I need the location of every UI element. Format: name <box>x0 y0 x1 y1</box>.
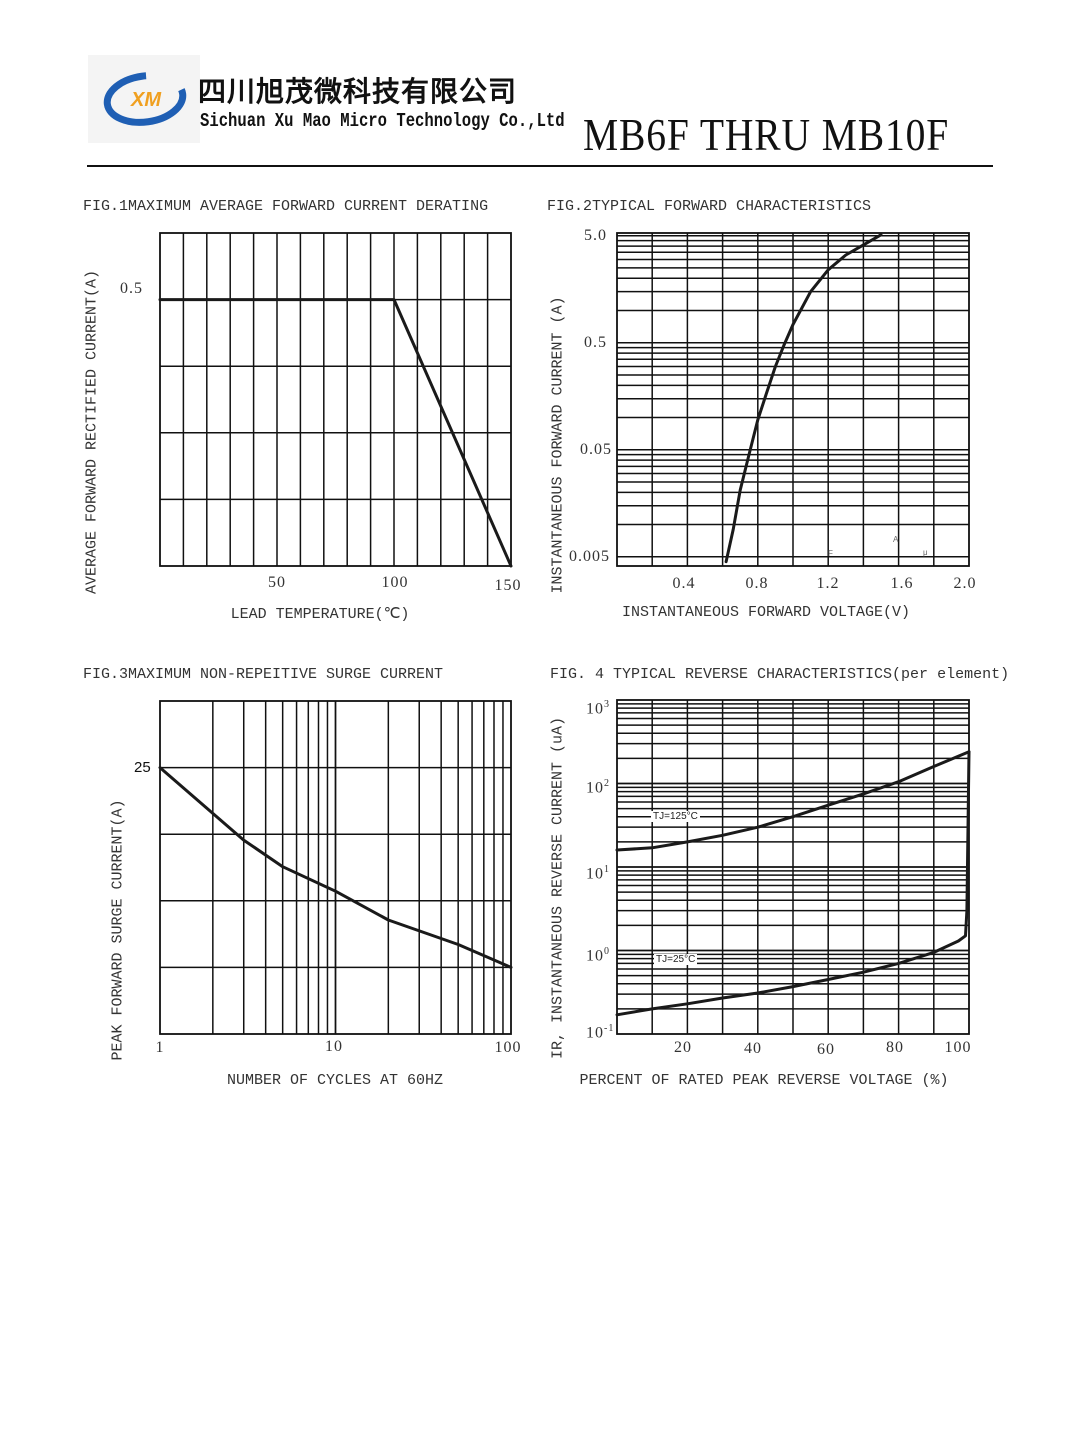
fig4-x-tick: 20 <box>674 1039 692 1056</box>
fig3-x-tick: 100 <box>494 1039 522 1056</box>
fig2-y-tick: 5.0 <box>584 227 607 244</box>
fig4-y-tick: 101 <box>586 864 610 883</box>
fig2-x-label: INSTANTANEOUS FORWARD VOLTAGE(V) <box>621 604 911 621</box>
fig1-series-line <box>158 298 513 568</box>
series-label-tj125: TJ=125°C <box>651 811 700 822</box>
fig2-x-tick: 1.2 <box>816 575 840 592</box>
fig3-y-label: PEAK FORWARD SURGE CURRENT(A) <box>109 799 127 1061</box>
fig4-series-line <box>615 750 971 852</box>
fig1-x-tick: 150 <box>494 577 522 594</box>
fig2-x-tick: 1.6 <box>890 575 914 592</box>
fig4-x-tick: 40 <box>744 1040 762 1057</box>
fig4-y-tick: 102 <box>586 778 610 797</box>
fig1-x-label: LEAD TEMPERATURE(℃) <box>230 606 410 623</box>
fig1-y-label: AVERAGE FORWARD RECTIFIED CURRENT(A) <box>83 269 101 595</box>
part-number-title: MB6F THRU MB10F <box>583 109 950 160</box>
fig2-plot-frame <box>616 232 970 567</box>
fig2-x-tick: 0.8 <box>745 575 769 592</box>
fig4-y-tick: 103 <box>586 699 610 718</box>
fig4-title: FIG. 4 TYPICAL REVERSE CHARACTERISTICS(p… <box>550 666 1010 683</box>
fig2-title: FIG.2TYPICAL FORWARD CHARACTERISTICS <box>547 198 872 215</box>
company-logo: XM <box>88 55 200 143</box>
fig1-title: FIG.1MAXIMUM AVERAGE FORWARD CURRENT DER… <box>83 198 489 215</box>
fig3-title: FIG.3MAXIMUM NON-REPEITIVE SURGE CURRENT <box>83 666 444 683</box>
fig3-series-line <box>158 766 513 969</box>
fig4-series-line <box>615 750 971 1017</box>
fig1-plot-frame <box>159 232 512 567</box>
fig4-plot-frame <box>616 699 970 1035</box>
fig4-x-tick: 60 <box>817 1041 835 1058</box>
fig2-y-tick: 0.005 <box>569 548 610 565</box>
company-name-english: Sichuan Xu Mao Micro Technology Co.,Ltd <box>200 110 565 132</box>
series-label-tj25: TJ=25°C <box>654 954 698 965</box>
fig3-y-tick: 25 <box>134 759 151 776</box>
fig1-x-tick: 50 <box>268 574 286 591</box>
logo-xm-text: XM <box>130 89 162 111</box>
fig4-y-label: IR, INSTANTANEOUS REVERSE CURRENT (uA) <box>549 716 567 1060</box>
fig2-x-tick: 2.0 <box>953 575 977 592</box>
fig1-x-tick: 100 <box>381 574 409 591</box>
fig2-stray-mark: A <box>893 535 899 544</box>
fig3-plot-frame <box>159 700 512 1035</box>
fig2-y-tick: 0.05 <box>580 441 612 458</box>
fig4-y-tick: 10-1 <box>586 1023 615 1042</box>
fig2-series-line <box>724 233 883 564</box>
fig2-stray-mark: F <box>828 549 833 558</box>
fig4-x-tick: 80 <box>886 1039 904 1056</box>
fig4-y-tick: 100 <box>586 946 610 965</box>
fig1-y-tick: 0.5 <box>120 280 143 297</box>
header-divider <box>87 165 993 167</box>
fig3-x-tick: 10 <box>325 1038 343 1055</box>
fig4-x-label: PERCENT OF RATED PEAK REVERSE VOLTAGE (%… <box>579 1072 949 1089</box>
fig2-x-tick: 0.4 <box>672 575 696 592</box>
company-name-chinese: 四川旭茂微科技有限公司 <box>198 75 518 108</box>
fig2-y-label: INSTANTANEOUS FORWARD CURRENT (A) <box>549 296 567 594</box>
fig2-y-tick: 0.5 <box>584 334 607 351</box>
fig3-x-label: NUMBER OF CYCLES AT 60HZ <box>226 1072 444 1089</box>
fig4-x-tick: 100 <box>944 1039 972 1056</box>
fig2-stray-mark: μ <box>923 548 928 557</box>
fig3-x-tick: 1 <box>155 1039 165 1056</box>
